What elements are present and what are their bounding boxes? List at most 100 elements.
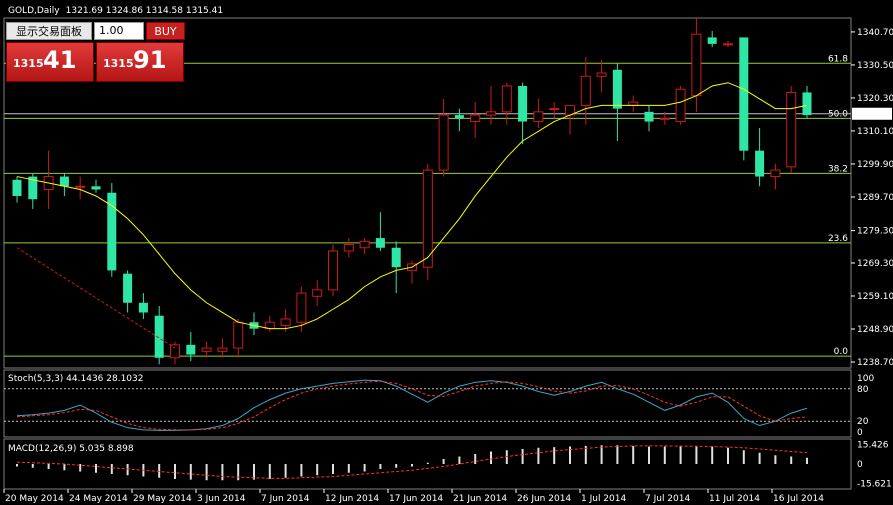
buy-price-prefix: 1315 bbox=[103, 57, 134, 70]
candle-body bbox=[518, 85, 528, 122]
candle-body bbox=[154, 315, 164, 358]
buy-price-pips: 91 bbox=[133, 46, 167, 74]
moving-average bbox=[16, 82, 808, 349]
macd-header: MACD(12,26,9) 5.035 8.898 bbox=[8, 444, 134, 454]
stoch-tick-label: 100 bbox=[857, 374, 874, 384]
candle-body bbox=[596, 72, 607, 77]
candle-body bbox=[12, 179, 22, 196]
candle-body bbox=[170, 344, 180, 359]
candle-body bbox=[233, 321, 244, 349]
x-tick-label: 3 Jun 2014 bbox=[197, 494, 246, 504]
candle-body bbox=[612, 69, 622, 109]
candle-body bbox=[312, 289, 323, 297]
lot-size-input[interactable]: 1.00 bbox=[94, 22, 144, 40]
candle-body bbox=[123, 273, 133, 303]
candle-body bbox=[580, 75, 591, 106]
grid-layer bbox=[3, 17, 852, 490]
show-trade-panel-button[interactable]: 显示交易面板 bbox=[6, 22, 92, 40]
sell-price-prefix: 1315 bbox=[13, 57, 44, 70]
candle-body bbox=[723, 43, 733, 46]
sell-price-button[interactable]: 1315 41 bbox=[6, 42, 94, 82]
candle-body bbox=[28, 176, 38, 200]
fib-label: 50.0 bbox=[828, 109, 848, 119]
candle-body bbox=[328, 250, 338, 291]
candle-body bbox=[533, 111, 544, 123]
candle-body bbox=[755, 150, 765, 177]
candle-body bbox=[91, 186, 101, 190]
candle-body bbox=[691, 33, 702, 97]
candle-body bbox=[644, 111, 654, 122]
one-click-trade-panel: 显示交易面板 1.00 BUY 1315 41 1315 91 bbox=[6, 22, 185, 84]
buy-price-button[interactable]: 1315 91 bbox=[96, 42, 184, 82]
y-tick-label: 1320.30 bbox=[857, 94, 893, 104]
stoch-header: Stoch(5,3,3) 44.1436 28.1032 bbox=[8, 374, 143, 384]
y-tick-label: 1279.30 bbox=[857, 227, 893, 237]
candle-body bbox=[217, 347, 228, 352]
buy-button[interactable]: BUY bbox=[146, 22, 185, 40]
macd-tick-label: -15.621 bbox=[857, 480, 892, 490]
x-tick-label: 21 Jun 2014 bbox=[453, 494, 507, 504]
candle-body bbox=[739, 37, 749, 151]
y-tick-label: 1248.90 bbox=[857, 325, 893, 335]
y-tick-label: 1238.70 bbox=[857, 358, 893, 368]
ma-line bbox=[16, 82, 808, 330]
stoch-tick-label: 0 bbox=[857, 428, 863, 438]
candle-body bbox=[296, 292, 307, 323]
x-tick-label: 12 Jun 2014 bbox=[325, 494, 379, 504]
macd-panel-frame bbox=[3, 438, 852, 490]
x-tick-label: 17 Jun 2014 bbox=[389, 494, 443, 504]
candle-body bbox=[770, 169, 781, 178]
x-tick-label: 29 May 2014 bbox=[133, 494, 192, 504]
candle-body bbox=[391, 247, 401, 268]
stochastic-panel: Stoch(5,3,3) 44.1436 28.1032 bbox=[4, 374, 851, 431]
candle-body bbox=[75, 185, 86, 188]
macd-tick-label: 0 bbox=[857, 460, 863, 470]
stoch-tick-label: 80 bbox=[857, 385, 869, 395]
main-panel-frame bbox=[3, 17, 852, 369]
chart-header: GOLD,Daily 1321.69 1324.86 1314.58 1315.4… bbox=[8, 6, 223, 16]
candle-body bbox=[280, 318, 291, 326]
candle-body bbox=[422, 169, 433, 268]
candle-body bbox=[343, 244, 354, 252]
x-tick-label: 26 Jun 2014 bbox=[517, 494, 571, 504]
x-tick-label: 7 Jul 2014 bbox=[645, 494, 690, 504]
candle-body bbox=[138, 302, 148, 313]
x-tick-label: 1 Jul 2014 bbox=[581, 494, 626, 504]
macd-panel: MACD(12,26,9) 5.035 8.898 bbox=[8, 444, 808, 481]
fib-label: 23.6 bbox=[828, 234, 848, 244]
candle-body bbox=[501, 85, 512, 113]
axis-layer: 1340.70 1330.50 1320.30 1310.10 1299.90 1289.… bbox=[3, 28, 893, 504]
stoch-signal-line bbox=[16, 380, 808, 431]
stoch-tick-label: 20 bbox=[857, 417, 869, 427]
candle-body bbox=[802, 92, 812, 116]
candle-body bbox=[675, 88, 686, 123]
candle-body bbox=[486, 111, 496, 116]
y-tick-label: 1340.70 bbox=[857, 28, 893, 38]
candlestick-series[interactable] bbox=[12, 18, 812, 365]
candle-body bbox=[359, 240, 370, 249]
candle-body bbox=[375, 238, 385, 248]
x-tick-label: 20 May 2014 bbox=[5, 494, 64, 504]
x-tick-label: 16 Jul 2014 bbox=[773, 494, 824, 504]
stoch-main-line bbox=[16, 379, 808, 431]
candle-body bbox=[549, 108, 560, 111]
macd-tick-label: 15.426 bbox=[857, 441, 889, 451]
fib-label: 38.2 bbox=[828, 164, 848, 174]
x-tick-label: 24 May 2014 bbox=[69, 494, 128, 504]
current-price-label: 1315.41 bbox=[855, 110, 892, 120]
y-tick-label: 1269.30 bbox=[857, 259, 893, 269]
candle-body bbox=[786, 91, 797, 168]
x-tick-label: 7 Jun 2014 bbox=[261, 494, 310, 504]
candle-body bbox=[470, 114, 481, 123]
fib-label: 61.8 bbox=[828, 54, 848, 64]
fib-label: 0.0 bbox=[834, 347, 849, 357]
stoch-panel-frame bbox=[3, 369, 852, 438]
candle-body bbox=[186, 344, 196, 355]
candle-body bbox=[107, 192, 117, 271]
y-tick-label: 1299.90 bbox=[857, 160, 893, 170]
y-tick-label: 1330.50 bbox=[857, 61, 893, 71]
candle-body bbox=[454, 115, 464, 119]
x-tick-label: 11 Jul 2014 bbox=[709, 494, 760, 504]
candle-body bbox=[201, 347, 212, 352]
